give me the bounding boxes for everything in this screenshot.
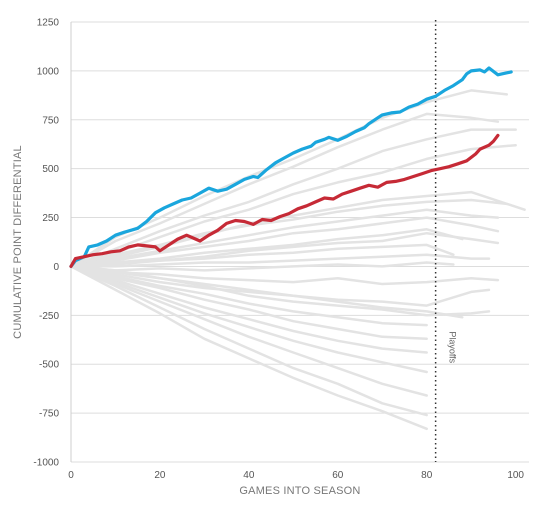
x-axis-title: GAMES INTO SEASON xyxy=(239,485,360,497)
background-series-line xyxy=(69,265,428,354)
y-tick-labels: -1000 -750 -500 -250 0 250 500 750 1000 1250 xyxy=(33,18,59,469)
background-series-line xyxy=(69,128,517,268)
y-tick-label: -1000 xyxy=(33,458,59,469)
y-tick-label: -750 xyxy=(39,409,59,420)
background-series-line xyxy=(69,261,455,272)
background-series-line xyxy=(69,265,500,286)
y-tick-label: 500 xyxy=(42,164,59,175)
background-series-line xyxy=(69,208,500,268)
blue-series-line xyxy=(69,66,513,268)
x-tick-labels: 0 20 40 60 80 100 xyxy=(68,470,524,481)
background-series-line xyxy=(69,216,500,268)
y-tick-label: 750 xyxy=(42,115,59,126)
x-tick-label: 60 xyxy=(332,470,344,481)
background-series-group xyxy=(69,89,526,431)
background-series-line xyxy=(69,265,428,397)
annotations: Playoffs xyxy=(434,20,458,462)
background-series-line xyxy=(69,265,428,374)
x-tick-label: 20 xyxy=(154,470,166,481)
x-tick-label: 80 xyxy=(421,470,433,481)
background-series-line xyxy=(69,253,491,268)
y-tick-label: -500 xyxy=(39,360,59,371)
background-series-line xyxy=(69,198,509,268)
background-series-line xyxy=(69,265,428,341)
y-tick-label: -250 xyxy=(39,311,59,322)
red-series-line xyxy=(69,133,500,268)
gridlines xyxy=(70,21,529,463)
background-series-line xyxy=(69,265,428,417)
x-tick-label: 0 xyxy=(68,470,74,481)
y-axis-title: CUMULATIVE POINT DIFFERENTIAL xyxy=(12,145,24,339)
background-series-line xyxy=(69,265,428,431)
y-tick-label: 1000 xyxy=(37,66,60,77)
y-tick-label: 250 xyxy=(42,213,59,224)
background-series-line xyxy=(69,190,526,268)
playoffs-label: Playoffs xyxy=(448,331,458,363)
y-tick-label: 1250 xyxy=(37,18,60,29)
background-series-line xyxy=(69,143,517,268)
x-tick-label: 40 xyxy=(243,470,255,481)
background-series-line xyxy=(69,265,428,327)
x-tick-label: 100 xyxy=(507,470,524,481)
background-series-line xyxy=(69,231,500,268)
highlight-series-group xyxy=(69,66,513,268)
background-series-line xyxy=(69,112,500,268)
y-tick-label: 0 xyxy=(53,262,59,273)
background-series-line xyxy=(69,265,491,317)
